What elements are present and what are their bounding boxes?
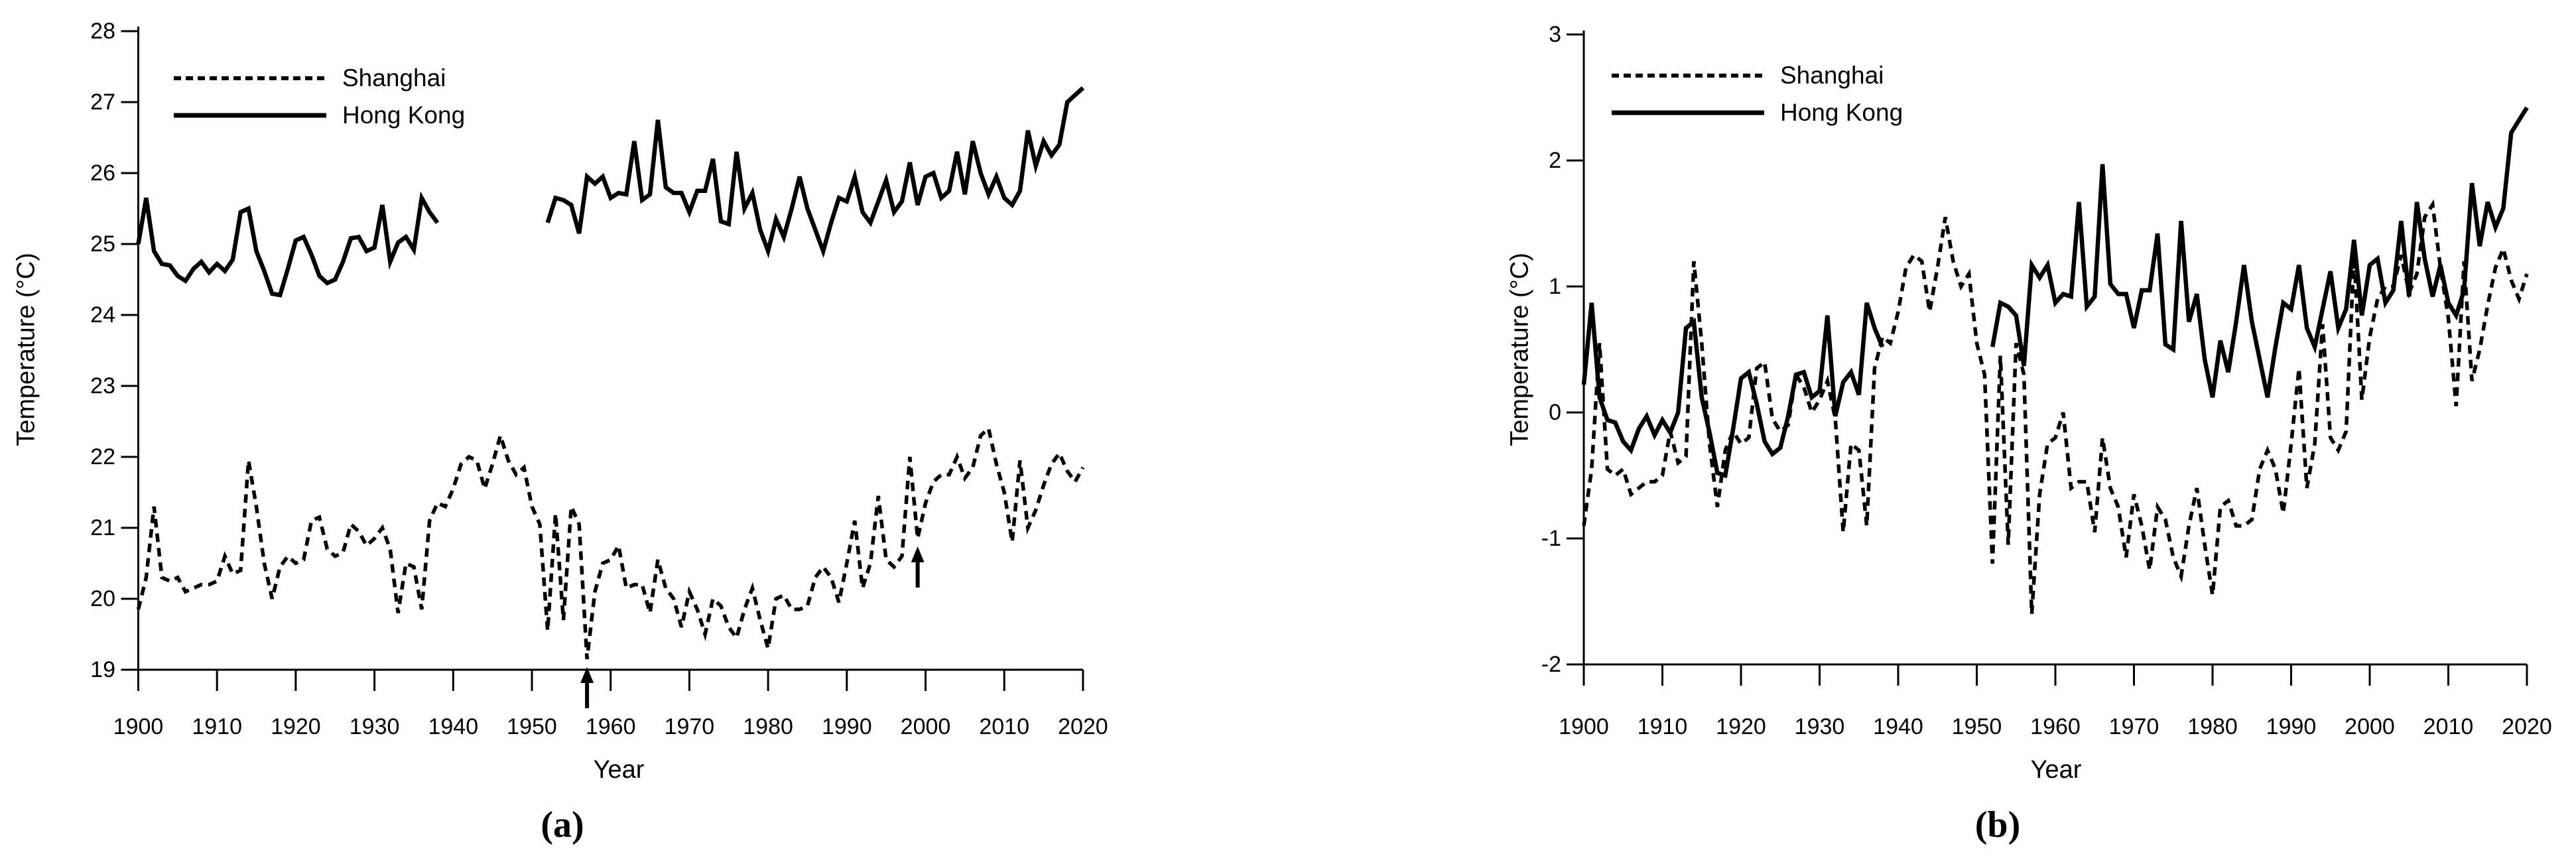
hongkong-line — [1990, 106, 2529, 398]
x-tick-label: 1920 — [1716, 714, 1766, 739]
legend-label-shanghai: Shanghai — [1780, 62, 1884, 89]
x-tick-label: 1900 — [1559, 714, 1609, 739]
x-tick-label: 1980 — [2187, 714, 2238, 739]
legend-item-shanghai-b: Shanghai — [1612, 61, 1884, 90]
x-tick-label: 1980 — [743, 714, 793, 739]
y-tick-label: 26 — [90, 160, 115, 186]
y-tick-label: 19 — [90, 657, 115, 682]
legend-label-shanghai: Shanghai — [342, 64, 446, 92]
hongkong-line — [1581, 302, 1885, 479]
x-tick-label: 1950 — [1951, 714, 2002, 739]
y-axis-title-a: Temperature (°C) — [12, 253, 40, 446]
y-tick-label: -2 — [1541, 652, 1561, 677]
hongkong-line — [545, 86, 1085, 259]
x-tick-label: 2000 — [2345, 714, 2395, 739]
x-tick-label: 1940 — [1873, 714, 1923, 739]
y-tick-label: 1 — [1549, 274, 1561, 299]
hongkong-line — [136, 191, 440, 298]
panel-caption-a: (a) — [541, 804, 584, 845]
legend-item-hongkong-a: Hong Kong — [174, 101, 465, 130]
up-arrow-head — [580, 666, 594, 683]
hongkong-solid-line-sample — [1612, 110, 1764, 115]
y-tick-label: 25 — [90, 231, 115, 257]
y-tick-label: 24 — [90, 302, 115, 328]
up-arrow-head — [911, 546, 925, 563]
x-tick-label: 1950 — [507, 714, 557, 739]
y-tick-label: 3 — [1549, 22, 1561, 47]
x-tick-label: 1930 — [349, 714, 400, 739]
y-tick-label: 2 — [1549, 148, 1561, 173]
hongkong-solid-line-sample — [174, 113, 326, 118]
shanghai-dashed-line-sample — [1612, 74, 1764, 78]
x-tick-label: 1960 — [2030, 714, 2081, 739]
legend-item-shanghai-a: Shanghai — [174, 64, 446, 93]
x-tick-label: 2020 — [2502, 714, 2552, 739]
x-tick-label: 1970 — [2108, 714, 2159, 739]
y-tick-label: 27 — [90, 90, 115, 115]
x-tick-label: 2010 — [979, 714, 1029, 739]
y-tick-label: 0 — [1549, 400, 1561, 425]
x-axis-title-b: Year — [2030, 756, 2082, 784]
x-tick-label: 2020 — [1058, 714, 1108, 739]
y-tick-label: 21 — [90, 515, 115, 540]
y-tick-label: 20 — [90, 586, 115, 611]
x-tick-label: 1940 — [428, 714, 479, 739]
x-tick-label: 1960 — [585, 714, 636, 739]
x-axis-title-a: Year — [593, 756, 645, 784]
x-tick-label: 2010 — [2423, 714, 2474, 739]
x-tick-label: 1920 — [271, 714, 321, 739]
x-tick-label: 1900 — [113, 714, 164, 739]
x-tick-label: 1990 — [2266, 714, 2317, 739]
x-tick-label: 2000 — [900, 714, 951, 739]
y-tick-label: -1 — [1541, 526, 1561, 551]
legend-label-hongkong: Hong Kong — [342, 101, 466, 129]
y-tick-label: 22 — [90, 444, 115, 469]
shanghai-line — [136, 425, 1085, 660]
x-tick-label: 1910 — [192, 714, 242, 739]
legend-item-hongkong-b: Hong Kong — [1612, 98, 1903, 127]
x-tick-label: 1990 — [821, 714, 872, 739]
panel-caption-b: (b) — [1974, 804, 2021, 845]
x-tick-label: 1930 — [1794, 714, 1845, 739]
x-tick-label: 1910 — [1637, 714, 1688, 739]
shanghai-dashed-line-sample — [174, 76, 326, 80]
shanghai-line — [1582, 199, 2529, 615]
x-tick-label: 1970 — [664, 714, 715, 739]
y-tick-label: 23 — [90, 373, 115, 399]
legend-label-hongkong: Hong Kong — [1780, 99, 1903, 126]
y-tick-label: 28 — [90, 19, 115, 44]
